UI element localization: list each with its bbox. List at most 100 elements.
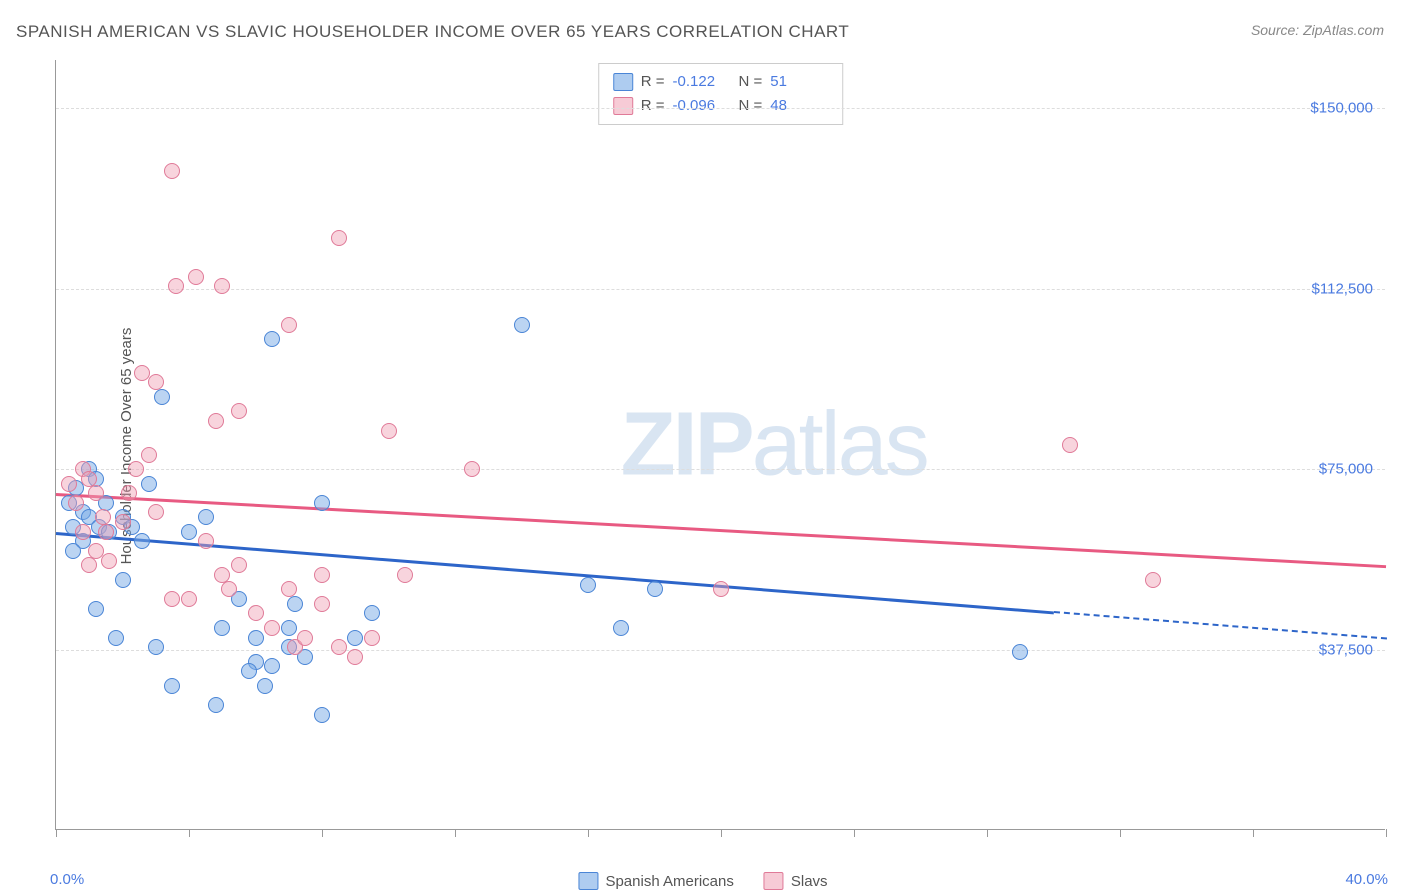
data-point bbox=[75, 524, 91, 540]
data-point bbox=[208, 413, 224, 429]
x-axis-min-label: 0.0% bbox=[50, 871, 84, 888]
data-point bbox=[297, 630, 313, 646]
data-point bbox=[464, 461, 480, 477]
y-tick-label: $150,000 bbox=[1310, 100, 1373, 117]
data-point bbox=[181, 591, 197, 607]
x-tick bbox=[56, 829, 57, 837]
data-point bbox=[613, 620, 629, 636]
legend-swatch-pink-icon bbox=[613, 97, 633, 115]
data-point bbox=[647, 581, 663, 597]
data-point bbox=[1012, 644, 1028, 660]
legend-label-spanish: Spanish Americans bbox=[605, 873, 733, 890]
legend-r-value-spanish: -0.122 bbox=[673, 70, 731, 94]
data-point bbox=[281, 317, 297, 333]
data-point bbox=[101, 553, 117, 569]
data-point bbox=[65, 543, 81, 559]
data-point bbox=[81, 557, 97, 573]
gridline bbox=[56, 469, 1385, 470]
data-point bbox=[108, 630, 124, 646]
y-tick-label: $37,500 bbox=[1319, 641, 1373, 658]
x-tick bbox=[1120, 829, 1121, 837]
legend-item-slavs: Slavs bbox=[764, 872, 828, 890]
data-point bbox=[198, 533, 214, 549]
regression-line-dashed bbox=[1053, 611, 1386, 639]
data-point bbox=[381, 423, 397, 439]
data-point bbox=[115, 572, 131, 588]
legend-r-value-slavs: -0.096 bbox=[673, 94, 731, 118]
watermark: ZIPatlas bbox=[621, 393, 927, 496]
data-point bbox=[347, 649, 363, 665]
data-point bbox=[98, 524, 114, 540]
x-tick bbox=[322, 829, 323, 837]
legend-label-slavs: Slavs bbox=[791, 873, 828, 890]
gridline bbox=[56, 289, 1385, 290]
data-point bbox=[1062, 437, 1078, 453]
data-point bbox=[134, 533, 150, 549]
data-point bbox=[188, 269, 204, 285]
x-tick bbox=[987, 829, 988, 837]
data-point bbox=[264, 620, 280, 636]
data-point bbox=[164, 163, 180, 179]
data-point bbox=[314, 596, 330, 612]
watermark-zip: ZIP bbox=[621, 394, 752, 494]
data-point bbox=[397, 567, 413, 583]
x-tick bbox=[721, 829, 722, 837]
data-point bbox=[231, 557, 247, 573]
y-tick-label: $112,500 bbox=[1312, 280, 1373, 297]
data-point bbox=[514, 317, 530, 333]
y-tick-label: $75,000 bbox=[1319, 461, 1373, 478]
data-point bbox=[121, 485, 137, 501]
legend-row-slavs: R = -0.096 N = 48 bbox=[613, 94, 829, 118]
x-axis-max-label: 40.0% bbox=[1345, 871, 1388, 888]
data-point bbox=[713, 581, 729, 597]
legend-swatch-blue-icon bbox=[613, 73, 633, 91]
data-point bbox=[168, 278, 184, 294]
data-point bbox=[241, 663, 257, 679]
data-point bbox=[314, 707, 330, 723]
legend-r-label: R = bbox=[641, 70, 665, 94]
legend-n-value-slavs: 48 bbox=[770, 94, 828, 118]
data-point bbox=[264, 331, 280, 347]
data-point bbox=[248, 630, 264, 646]
data-point bbox=[248, 605, 264, 621]
data-point bbox=[214, 620, 230, 636]
x-tick bbox=[854, 829, 855, 837]
data-point bbox=[287, 596, 303, 612]
regression-line-slavs bbox=[56, 493, 1386, 568]
plot-area: ZIPatlas R = -0.122 N = 51 R = -0.096 N … bbox=[55, 60, 1385, 830]
gridline bbox=[56, 650, 1385, 651]
x-tick bbox=[1253, 829, 1254, 837]
data-point bbox=[364, 630, 380, 646]
data-point bbox=[264, 658, 280, 674]
legend-swatch-blue-icon bbox=[578, 872, 598, 890]
data-point bbox=[95, 509, 111, 525]
data-point bbox=[221, 581, 237, 597]
data-point bbox=[141, 447, 157, 463]
x-tick bbox=[588, 829, 589, 837]
legend-n-label: N = bbox=[739, 70, 763, 94]
x-tick bbox=[189, 829, 190, 837]
chart-container: SPANISH AMERICAN VS SLAVIC HOUSEHOLDER I… bbox=[0, 0, 1406, 892]
data-point bbox=[314, 495, 330, 511]
gridline bbox=[56, 108, 1385, 109]
data-point bbox=[115, 514, 131, 530]
data-point bbox=[281, 620, 297, 636]
data-point bbox=[128, 461, 144, 477]
legend-row-spanish: R = -0.122 N = 51 bbox=[613, 70, 829, 94]
data-point bbox=[164, 678, 180, 694]
data-point bbox=[181, 524, 197, 540]
data-point bbox=[257, 678, 273, 694]
data-point bbox=[364, 605, 380, 621]
data-point bbox=[281, 581, 297, 597]
data-point bbox=[1145, 572, 1161, 588]
data-point bbox=[88, 601, 104, 617]
legend-item-spanish: Spanish Americans bbox=[578, 872, 733, 890]
x-tick bbox=[1386, 829, 1387, 837]
source-attribution: Source: ZipAtlas.com bbox=[1251, 22, 1384, 38]
data-point bbox=[148, 374, 164, 390]
legend-series-box: Spanish Americans Slavs bbox=[578, 872, 827, 890]
data-point bbox=[154, 389, 170, 405]
data-point bbox=[198, 509, 214, 525]
data-point bbox=[141, 476, 157, 492]
data-point bbox=[231, 403, 247, 419]
